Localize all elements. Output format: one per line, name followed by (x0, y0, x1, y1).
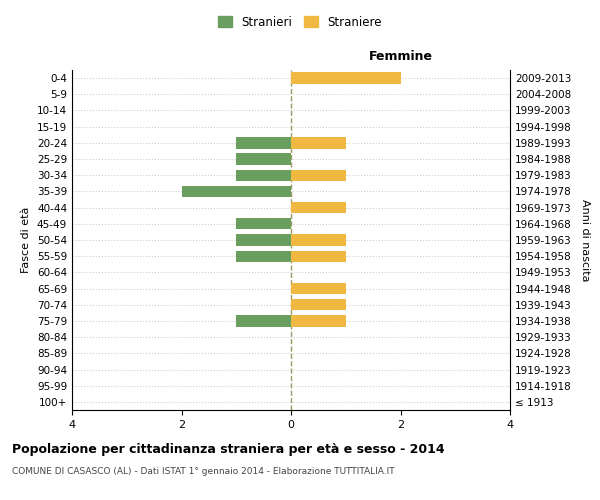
Text: COMUNE DI CASASCO (AL) - Dati ISTAT 1° gennaio 2014 - Elaborazione TUTTITALIA.IT: COMUNE DI CASASCO (AL) - Dati ISTAT 1° g… (12, 468, 395, 476)
Bar (236, 316, 291, 326)
Y-axis label: Fasce di età: Fasce di età (22, 207, 31, 273)
Bar (291, 250, 346, 262)
Bar (291, 202, 346, 213)
Bar (291, 299, 346, 310)
Legend: Stranieri, Straniere: Stranieri, Straniere (213, 11, 387, 34)
Text: Femmine: Femmine (368, 50, 433, 63)
Y-axis label: Anni di nascita: Anni di nascita (580, 198, 590, 281)
Bar (291, 234, 346, 246)
Bar (291, 72, 401, 84)
Bar (291, 283, 346, 294)
Bar (291, 316, 346, 326)
Bar (291, 170, 346, 181)
Bar (236, 250, 291, 262)
Bar (182, 186, 291, 197)
Bar (236, 218, 291, 230)
Bar (236, 137, 291, 148)
Bar (236, 154, 291, 164)
Bar (236, 234, 291, 246)
Bar (236, 170, 291, 181)
Text: Popolazione per cittadinanza straniera per età e sesso - 2014: Popolazione per cittadinanza straniera p… (12, 442, 445, 456)
Bar (291, 137, 346, 148)
